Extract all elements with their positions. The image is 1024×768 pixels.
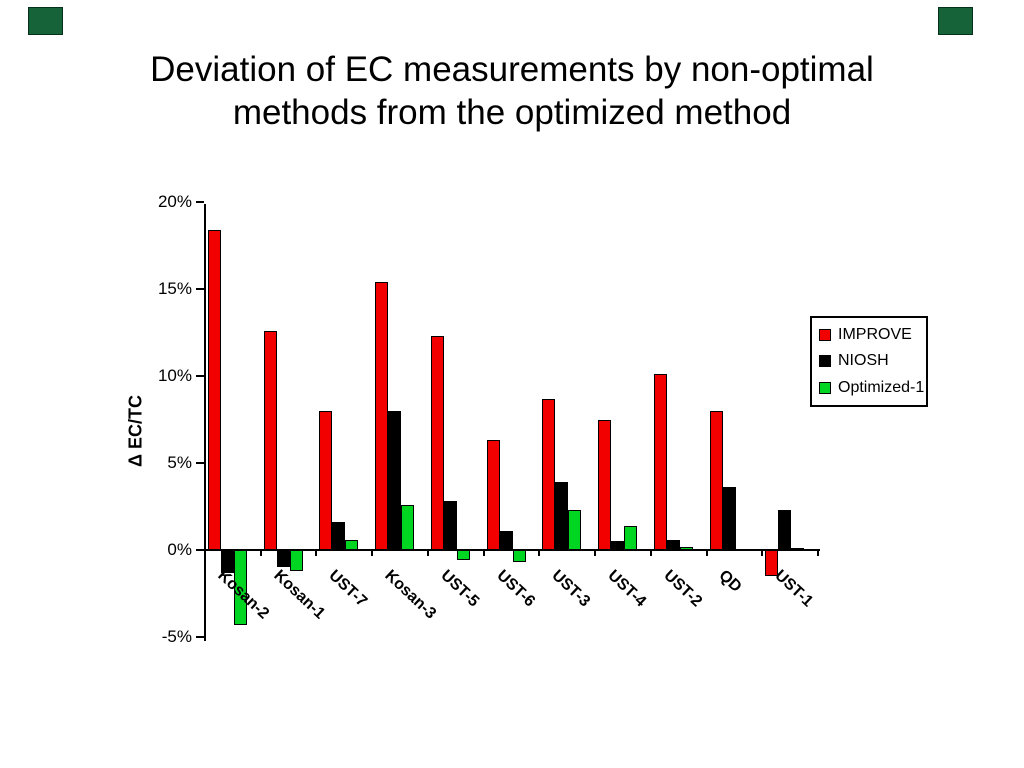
y-tick-label-20%: 20%: [157, 192, 192, 211]
y-tick-10%: [196, 375, 204, 377]
bar-improve-kosan-1: [263, 330, 277, 550]
bar-optimized-1-ust-6: [512, 550, 526, 563]
category-label-ust-3: UST-3: [548, 567, 594, 611]
y-tick-label-10%: 10%: [157, 366, 192, 385]
y-tick-0%: [196, 549, 204, 551]
bar-niosh-qd: [722, 487, 736, 550]
bar-improve-ust-5: [430, 335, 444, 550]
y-tick-5%: [196, 462, 204, 464]
legend-item-improve: IMPROVE: [819, 327, 926, 343]
niosh-swatch-icon: [819, 355, 831, 368]
bar-niosh-ust-3: [555, 482, 569, 550]
bar-improve-ust-7: [319, 410, 333, 550]
bar-niosh-ust-1: [778, 509, 792, 550]
category-label-ust-2: UST-2: [660, 567, 705, 611]
x-tick: [371, 550, 374, 556]
bar-improve-ust-4: [598, 419, 612, 550]
bar-improve-ust-3: [542, 398, 556, 550]
category-label-ust-4: UST-4: [604, 567, 650, 611]
bar-optimized-1-ust-3: [568, 509, 582, 550]
bar-optimized-1-ust-4: [624, 525, 638, 550]
x-tick: [315, 550, 318, 556]
slide-title: Deviation of EC measurements by non-opti…: [0, 48, 1024, 134]
y-tick-20%: [196, 201, 204, 203]
bar-optimized-1-kosan-3: [401, 504, 415, 550]
x-tick: [426, 550, 429, 556]
x-tick: [259, 550, 262, 556]
slide-title-line1: Deviation of EC measurements by non-opti…: [150, 50, 874, 89]
bar-optimized-1-kosan-1: [289, 550, 303, 571]
bar-niosh-ust-7: [332, 522, 346, 550]
bar-niosh-kosan-3: [388, 410, 402, 550]
x-tick: [538, 550, 541, 556]
bar-improve-kosan-3: [375, 282, 389, 550]
slide-title-line2: methods from the optimized method: [232, 93, 792, 132]
x-tick: [482, 550, 485, 556]
y-tick-label--5%: -5%: [161, 627, 192, 646]
y-tick-15%: [196, 288, 204, 290]
bar-niosh-kosan-1: [276, 550, 290, 568]
category-label-ust-1: UST-1: [771, 567, 817, 611]
bar-improve-qd: [709, 410, 723, 550]
x-tick: [705, 550, 708, 556]
category-label-kosan-1: Kosan-1: [269, 567, 328, 623]
y-tick-label-5%: 5%: [167, 453, 192, 472]
y-axis-line: [204, 204, 206, 641]
x-tick: [817, 550, 820, 556]
improve-swatch-icon: [819, 329, 831, 342]
y-axis-title: Δ EC/TC: [125, 395, 146, 467]
category-label-ust-5: UST-5: [437, 567, 482, 611]
y-tick--5%: [196, 636, 204, 638]
optimized-swatch-icon: [819, 381, 831, 394]
y-tick-label-0%: 0%: [167, 540, 192, 559]
x-tick: [594, 550, 597, 556]
legend-item-optimized: Optimized-1: [819, 378, 926, 396]
legend-label-improve: IMPROVE: [838, 326, 912, 344]
y-tick-label-15%: 15%: [157, 279, 192, 298]
legend-item-niosh: NIOSH: [819, 353, 926, 369]
bar-improve-ust-2: [653, 374, 667, 550]
x-tick: [649, 550, 652, 556]
category-label-qd: QD: [715, 567, 745, 596]
legend-label-optimized: Optimized-1: [838, 378, 925, 396]
category-label-ust-6: UST-6: [492, 567, 538, 611]
x-axis-line: [204, 549, 820, 551]
corner-decoration-left: [28, 7, 63, 35]
bar-niosh-ust-5: [443, 501, 457, 550]
category-label-ust-7: UST-7: [325, 567, 371, 611]
x-tick: [761, 550, 764, 556]
bar-improve-ust-6: [486, 440, 500, 550]
bar-improve-kosan-2: [208, 229, 221, 550]
bar-niosh-ust-6: [499, 530, 513, 550]
bar-optimized-1-ust-5: [456, 550, 470, 561]
legend-label-niosh: NIOSH: [838, 352, 889, 370]
chart-legend: IMPROVE NIOSH Optimized-1: [810, 316, 928, 407]
corner-decoration-right: [938, 7, 973, 35]
category-label-kosan-3: Kosan-3: [381, 567, 440, 623]
